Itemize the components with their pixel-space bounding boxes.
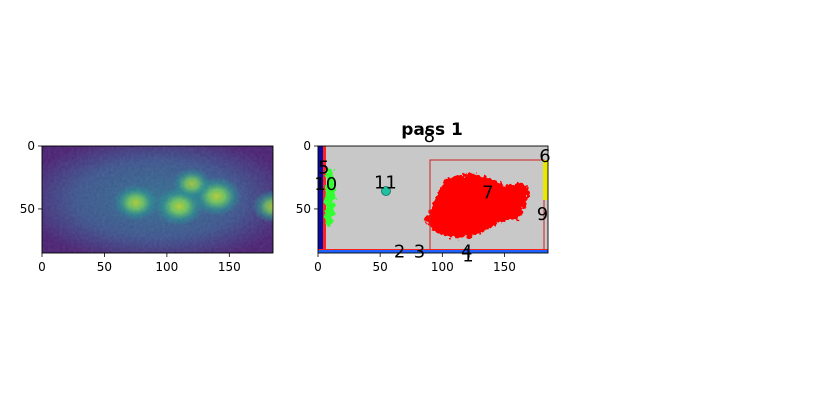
region-label: 11	[374, 173, 397, 194]
region-red-blob	[424, 173, 530, 238]
region-label: 6	[539, 146, 550, 167]
region-label: 9	[537, 204, 548, 225]
y-tick-label: 0	[27, 139, 35, 153]
x-tick-label: 0	[314, 260, 322, 274]
region-label: 3	[414, 242, 425, 263]
region-right-edge	[543, 160, 548, 200]
region-label: 4	[461, 242, 472, 263]
y-tick-label: 0	[303, 139, 311, 153]
y-tick-label: 50	[296, 202, 311, 216]
x-tick-label: 100	[155, 260, 178, 274]
region-label: 2	[394, 242, 405, 263]
region-labels: 8 5 6 10 11 7 9 2 3 41	[314, 126, 550, 267]
region-label: 8	[424, 126, 435, 147]
region-teal-spot	[381, 186, 391, 196]
x-tick-label: 150	[493, 260, 516, 274]
axis-ticks-right: 0 50 100 150 0 50	[296, 139, 516, 274]
segmentation-panel: pass 1 0 50 100 150 0 50 8 5 6 10 11 7 9 2 3 41	[296, 120, 551, 274]
axis-ticks-left: 0 50 100 150 0 50	[20, 139, 241, 274]
region-bottom-edge-red	[318, 249, 548, 250]
region-green-strip	[325, 168, 335, 227]
y-tick-label: 50	[20, 202, 35, 216]
region-label: 10	[314, 174, 337, 195]
axes-frame-left	[41, 145, 274, 254]
region-left-edge-strip	[323, 146, 326, 250]
region-bottom-edge-blue	[318, 250, 548, 253]
x-tick-label: 0	[38, 260, 46, 274]
chart-title: pass 1	[401, 120, 463, 140]
region-left-edge	[318, 146, 325, 253]
x-tick-label: 50	[373, 260, 388, 274]
region-label: 5	[318, 157, 329, 178]
x-tick-label: 150	[218, 260, 241, 274]
x-tick-label: 50	[97, 260, 112, 274]
region-label: 1	[462, 246, 473, 267]
axes-frame-right	[317, 145, 549, 254]
x-tick-label: 100	[431, 260, 454, 274]
intensity-image-panel: 0 50 100 150 0 50	[20, 139, 274, 274]
image-texture	[42, 146, 273, 253]
region-label: 7	[482, 183, 493, 204]
